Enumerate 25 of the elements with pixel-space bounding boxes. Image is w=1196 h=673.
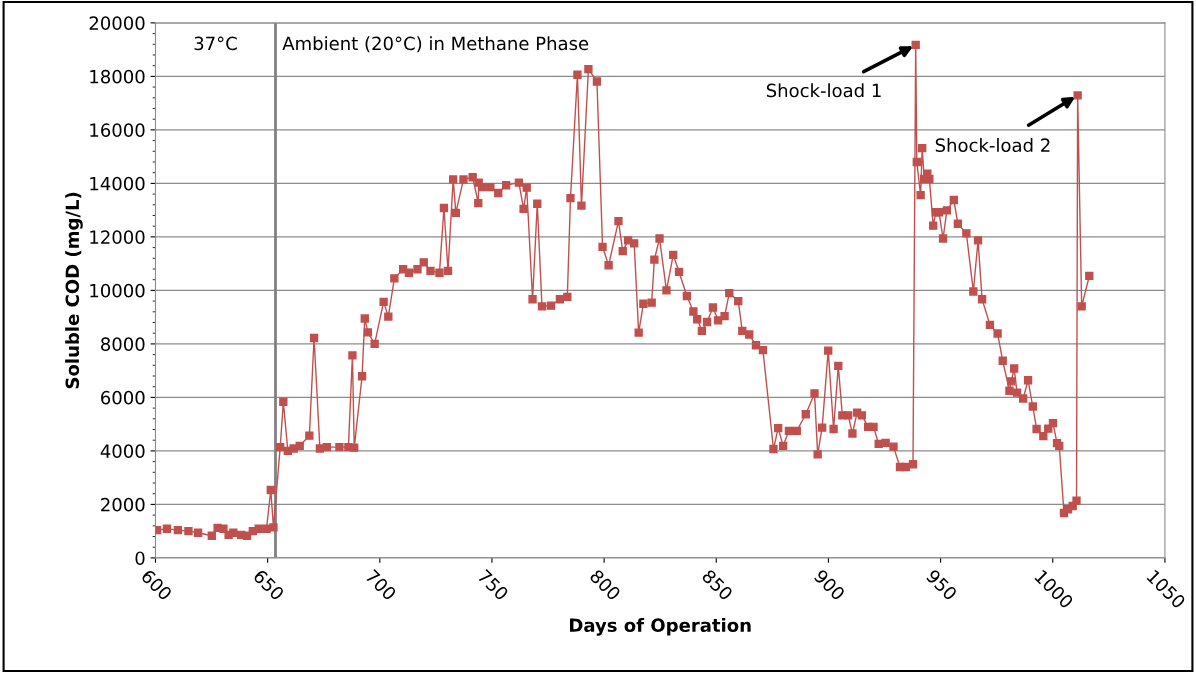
- x-tick-label: 700: [364, 568, 398, 602]
- x-tick-label: 750: [477, 568, 510, 602]
- x-tick-label: 950: [925, 568, 958, 602]
- y-tick-label: 0: [135, 551, 145, 566]
- annotation: 37°C: [194, 36, 237, 51]
- y-tick-label: 20000: [89, 16, 145, 30]
- y-tick-label: 18000: [90, 69, 145, 84]
- y-tick-label: 8000: [101, 337, 145, 352]
- y-tick-label: 2000: [101, 497, 145, 512]
- x-tick-label: 650: [252, 568, 285, 602]
- y-tick-label: 12000: [90, 230, 145, 245]
- x-tick-label: 600: [140, 568, 173, 602]
- y-tick-label: 6000: [101, 390, 145, 405]
- y-axis-title: Soluble COD (mg/L): [65, 192, 83, 389]
- y-tick-label: 14000: [90, 176, 145, 191]
- x-axis-title: Days of Operation: [570, 618, 751, 636]
- y-tick-label: 10000: [90, 283, 145, 298]
- annotation: Shock-load 1: [766, 83, 881, 98]
- x-tick-label: 800: [589, 568, 622, 602]
- x-tick-label: 850: [701, 568, 734, 602]
- annotation: Shock-load 2: [935, 138, 1050, 153]
- x-tick-label: 900: [813, 568, 846, 602]
- y-tick-label: 16000: [90, 123, 145, 138]
- y-tick-label: 4000: [100, 444, 145, 459]
- annotation: Ambient (20°C) in Methane Phase: [282, 36, 589, 53]
